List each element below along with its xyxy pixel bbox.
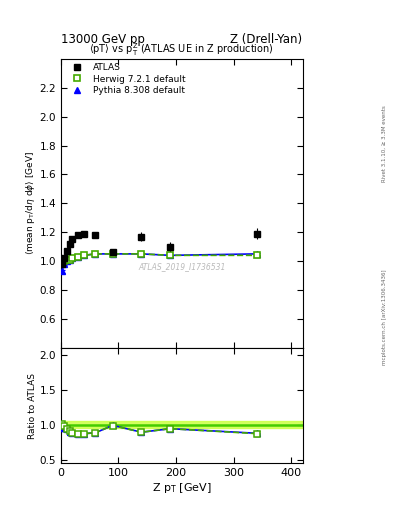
Herwig 7.2.1 default [168,252,173,259]
Pythia 8.308 default [93,251,98,257]
Text: ATLAS_2019_I1736531: ATLAS_2019_I1736531 [138,262,226,271]
ATLAS [93,232,98,238]
Pythia 8.308 default [64,258,69,264]
Legend: ATLAS, Herwig 7.2.1 default, Pythia 8.308 default: ATLAS, Herwig 7.2.1 default, Pythia 8.30… [64,61,187,97]
Herwig 7.2.1 default [70,255,75,261]
ATLAS [76,232,81,238]
Pythia 8.308 default [254,251,259,257]
ATLAS [168,244,173,250]
Pythia 8.308 default [168,252,173,259]
Herwig 7.2.1 default [110,251,115,257]
ATLAS [64,248,69,254]
Herwig 7.2.1 default [93,251,98,257]
Y-axis label: $\langle$mean p$_\mathrm{T}$/d$\eta$ d$\phi\rangle$ [GeV]: $\langle$mean p$_\mathrm{T}$/d$\eta$ d$\… [24,152,37,255]
Pythia 8.308 default [76,254,81,260]
ATLAS [82,230,86,237]
Bar [61,421,303,429]
Line: ATLAS: ATLAS [59,230,260,267]
Pythia 8.308 default [70,255,75,261]
ATLAS [60,261,64,267]
Pythia 8.308 default [60,268,64,274]
Line: Pythia 8.308 default: Pythia 8.308 default [59,250,260,275]
Herwig 7.2.1 default [76,254,81,260]
ATLAS [254,230,259,237]
Herwig 7.2.1 default [60,260,64,266]
Pythia 8.308 default [139,251,144,257]
Line: Herwig 7.2.1 default: Herwig 7.2.1 default [59,250,260,266]
Herwig 7.2.1 default [139,251,144,257]
Herwig 7.2.1 default [67,257,72,263]
Pythia 8.308 default [61,261,66,267]
ATLAS [67,241,72,247]
Herwig 7.2.1 default [82,252,86,259]
Herwig 7.2.1 default [64,257,69,263]
Text: mcplots.cern.ch [arXiv:1306.3436]: mcplots.cern.ch [arXiv:1306.3436] [382,270,387,365]
ATLAS [110,249,115,255]
Pythia 8.308 default [82,252,86,259]
Herwig 7.2.1 default [61,258,66,264]
X-axis label: Z p$_\mathrm{T}$ [GeV]: Z p$_\mathrm{T}$ [GeV] [152,481,212,495]
Pythia 8.308 default [67,257,72,263]
Title: $\langle$pT$\rangle$ vs p$_\mathrm{T}^\mathrm{Z}$ (ATLAS UE in Z production): $\langle$pT$\rangle$ vs p$_\mathrm{T}^\m… [90,41,274,58]
ATLAS [61,255,66,261]
Herwig 7.2.1 default [254,252,259,259]
Text: Z (Drell-Yan): Z (Drell-Yan) [230,33,303,46]
ATLAS [70,237,75,243]
Pythia 8.308 default [110,251,115,257]
Text: Rivet 3.1.10, ≥ 3.3M events: Rivet 3.1.10, ≥ 3.3M events [382,105,387,182]
ATLAS [139,233,144,240]
Text: 13000 GeV pp: 13000 GeV pp [61,33,145,46]
Y-axis label: Ratio to ATLAS: Ratio to ATLAS [28,373,37,439]
